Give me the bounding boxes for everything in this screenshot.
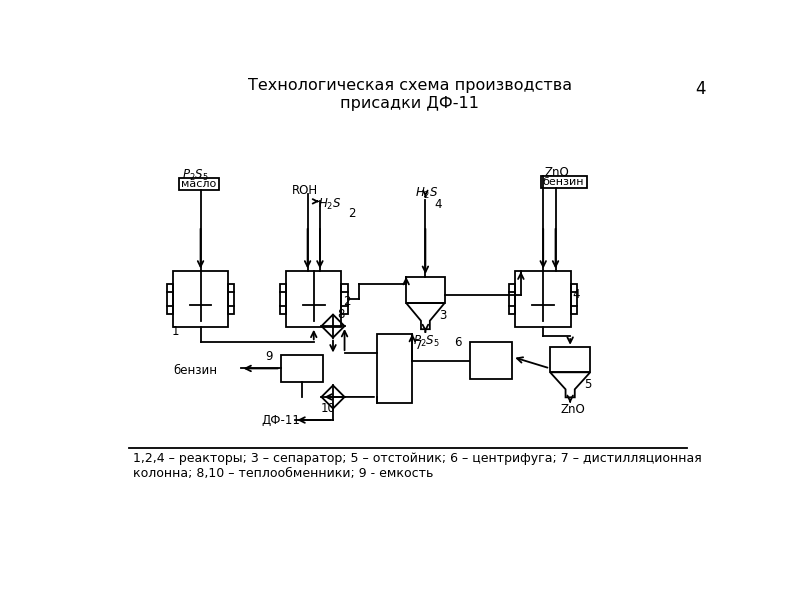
Bar — [280, 284, 286, 314]
Text: 2: 2 — [349, 207, 356, 220]
Bar — [173, 271, 228, 327]
Text: 1,2,4 – реакторы; 3 – сепаратор; 5 – отстойник; 6 – центрифуга; 7 – дистилляцион: 1,2,4 – реакторы; 3 – сепаратор; 5 – отс… — [133, 452, 702, 481]
Text: 1: 1 — [171, 325, 179, 338]
Text: ДФ-11: ДФ-11 — [262, 414, 301, 427]
Text: 6: 6 — [454, 336, 462, 349]
Bar — [281, 355, 323, 382]
Text: 2: 2 — [343, 295, 350, 308]
Text: 10: 10 — [321, 401, 335, 415]
Bar — [179, 178, 219, 190]
Text: 7: 7 — [414, 339, 422, 352]
Bar — [470, 342, 512, 379]
Bar — [166, 284, 173, 314]
Bar — [510, 284, 515, 314]
Text: $H_2S$: $H_2S$ — [318, 197, 341, 212]
Bar — [377, 334, 412, 403]
Bar — [286, 271, 342, 327]
Text: 9: 9 — [266, 350, 273, 363]
Bar — [550, 347, 590, 372]
Text: ZnO: ZnO — [561, 403, 586, 416]
Text: 4: 4 — [434, 197, 442, 211]
Bar — [541, 176, 587, 187]
Text: масло: масло — [181, 179, 216, 189]
Bar — [515, 271, 571, 327]
Text: 3: 3 — [439, 309, 446, 322]
Text: Технологическая схема производства
присадки ДФ-11: Технологическая схема производства приса… — [248, 78, 572, 110]
Text: бензин: бензин — [542, 177, 584, 187]
Text: $P_2S_5$: $P_2S_5$ — [182, 168, 209, 184]
Bar — [406, 277, 445, 303]
Text: 4: 4 — [695, 80, 706, 98]
Text: 4: 4 — [573, 289, 580, 301]
Text: бензин: бензин — [174, 364, 218, 377]
Text: $P_2S_5$: $P_2S_5$ — [413, 334, 440, 349]
Text: ROH: ROH — [292, 184, 318, 197]
Text: $H_2S$: $H_2S$ — [414, 186, 438, 201]
Bar — [342, 284, 348, 314]
Bar — [571, 284, 577, 314]
Text: 5: 5 — [584, 379, 591, 391]
Text: 8: 8 — [338, 308, 345, 320]
Bar — [228, 284, 234, 314]
Text: ZnO: ZnO — [545, 166, 570, 179]
